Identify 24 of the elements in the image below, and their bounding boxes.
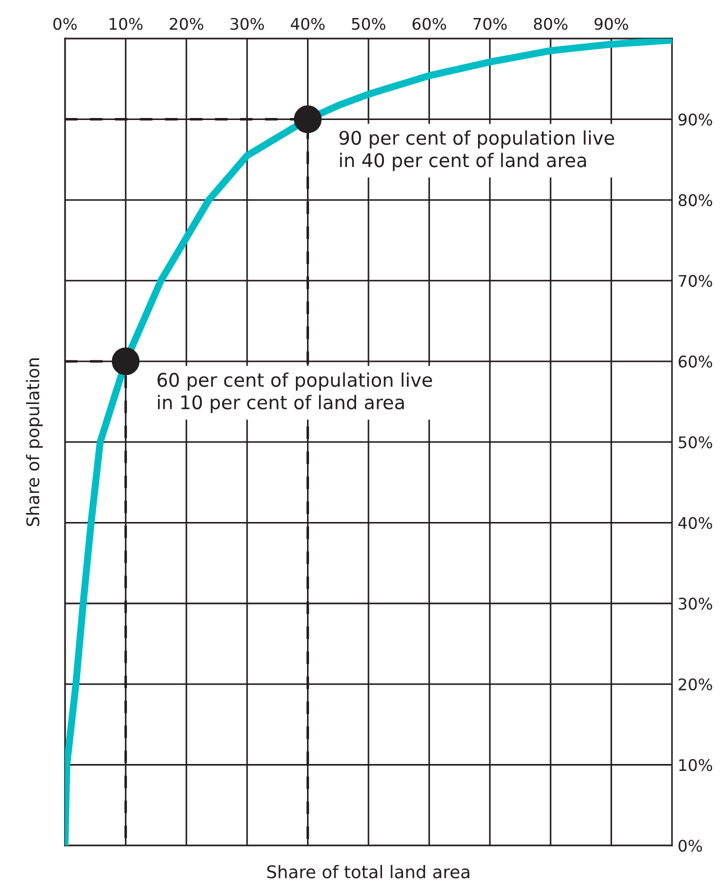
- y-tick-label: 20%: [678, 678, 712, 690]
- x-axis-title: Share of total land area: [267, 864, 470, 878]
- y-tick-label: 30%: [678, 598, 712, 610]
- y-tick-label: 40%: [678, 516, 712, 530]
- annotation: 90 per cent of population live in 40 per cent of land area: [340, 130, 614, 171]
- y-tick-label: 70%: [678, 274, 712, 287]
- y-tick-label: 0%: [678, 840, 702, 852]
- annotation: 60 per cent of population live in 10 per cent of land area: [158, 372, 432, 414]
- x-tick-label: 30%: [230, 18, 264, 30]
- y-axis-title: Share of population: [26, 358, 43, 526]
- y-tick-label: 60%: [678, 356, 712, 368]
- y-tick-label: 80%: [678, 194, 712, 206]
- x-tick-label: 80%: [534, 18, 568, 30]
- x-tick-label: 20%: [170, 18, 204, 30]
- y-tick-label: 10%: [679, 759, 712, 772]
- y-tick-label: 90%: [678, 113, 712, 126]
- x-tick-label: 10%: [110, 18, 143, 30]
- x-tick-label: 70%: [473, 18, 507, 30]
- x-tick-label: 50%: [352, 18, 386, 30]
- x-tick-label: 40%: [290, 18, 325, 30]
- x-tick-label: 0%: [53, 18, 77, 30]
- x-tick-label: 90%: [594, 18, 628, 30]
- y-tick-label: 50%: [678, 436, 712, 448]
- x-tick-label: 60%: [412, 18, 446, 30]
